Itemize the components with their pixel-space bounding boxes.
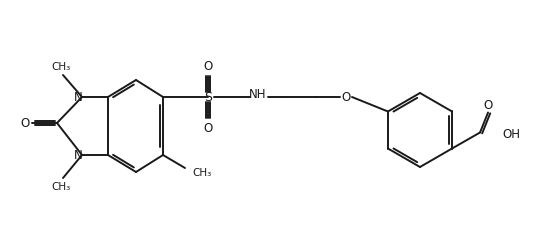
Text: O: O	[203, 60, 213, 72]
Text: S: S	[204, 90, 212, 104]
Text: O: O	[342, 90, 351, 104]
Text: CH₃: CH₃	[192, 168, 211, 178]
Text: O: O	[484, 99, 493, 112]
Text: CH₃: CH₃	[51, 182, 71, 192]
Text: O: O	[20, 116, 29, 130]
Text: N: N	[73, 90, 82, 104]
Text: N: N	[73, 148, 82, 162]
Text: OH: OH	[502, 128, 520, 141]
Text: O: O	[203, 122, 213, 134]
Text: NH: NH	[249, 87, 267, 101]
Text: CH₃: CH₃	[51, 62, 71, 72]
